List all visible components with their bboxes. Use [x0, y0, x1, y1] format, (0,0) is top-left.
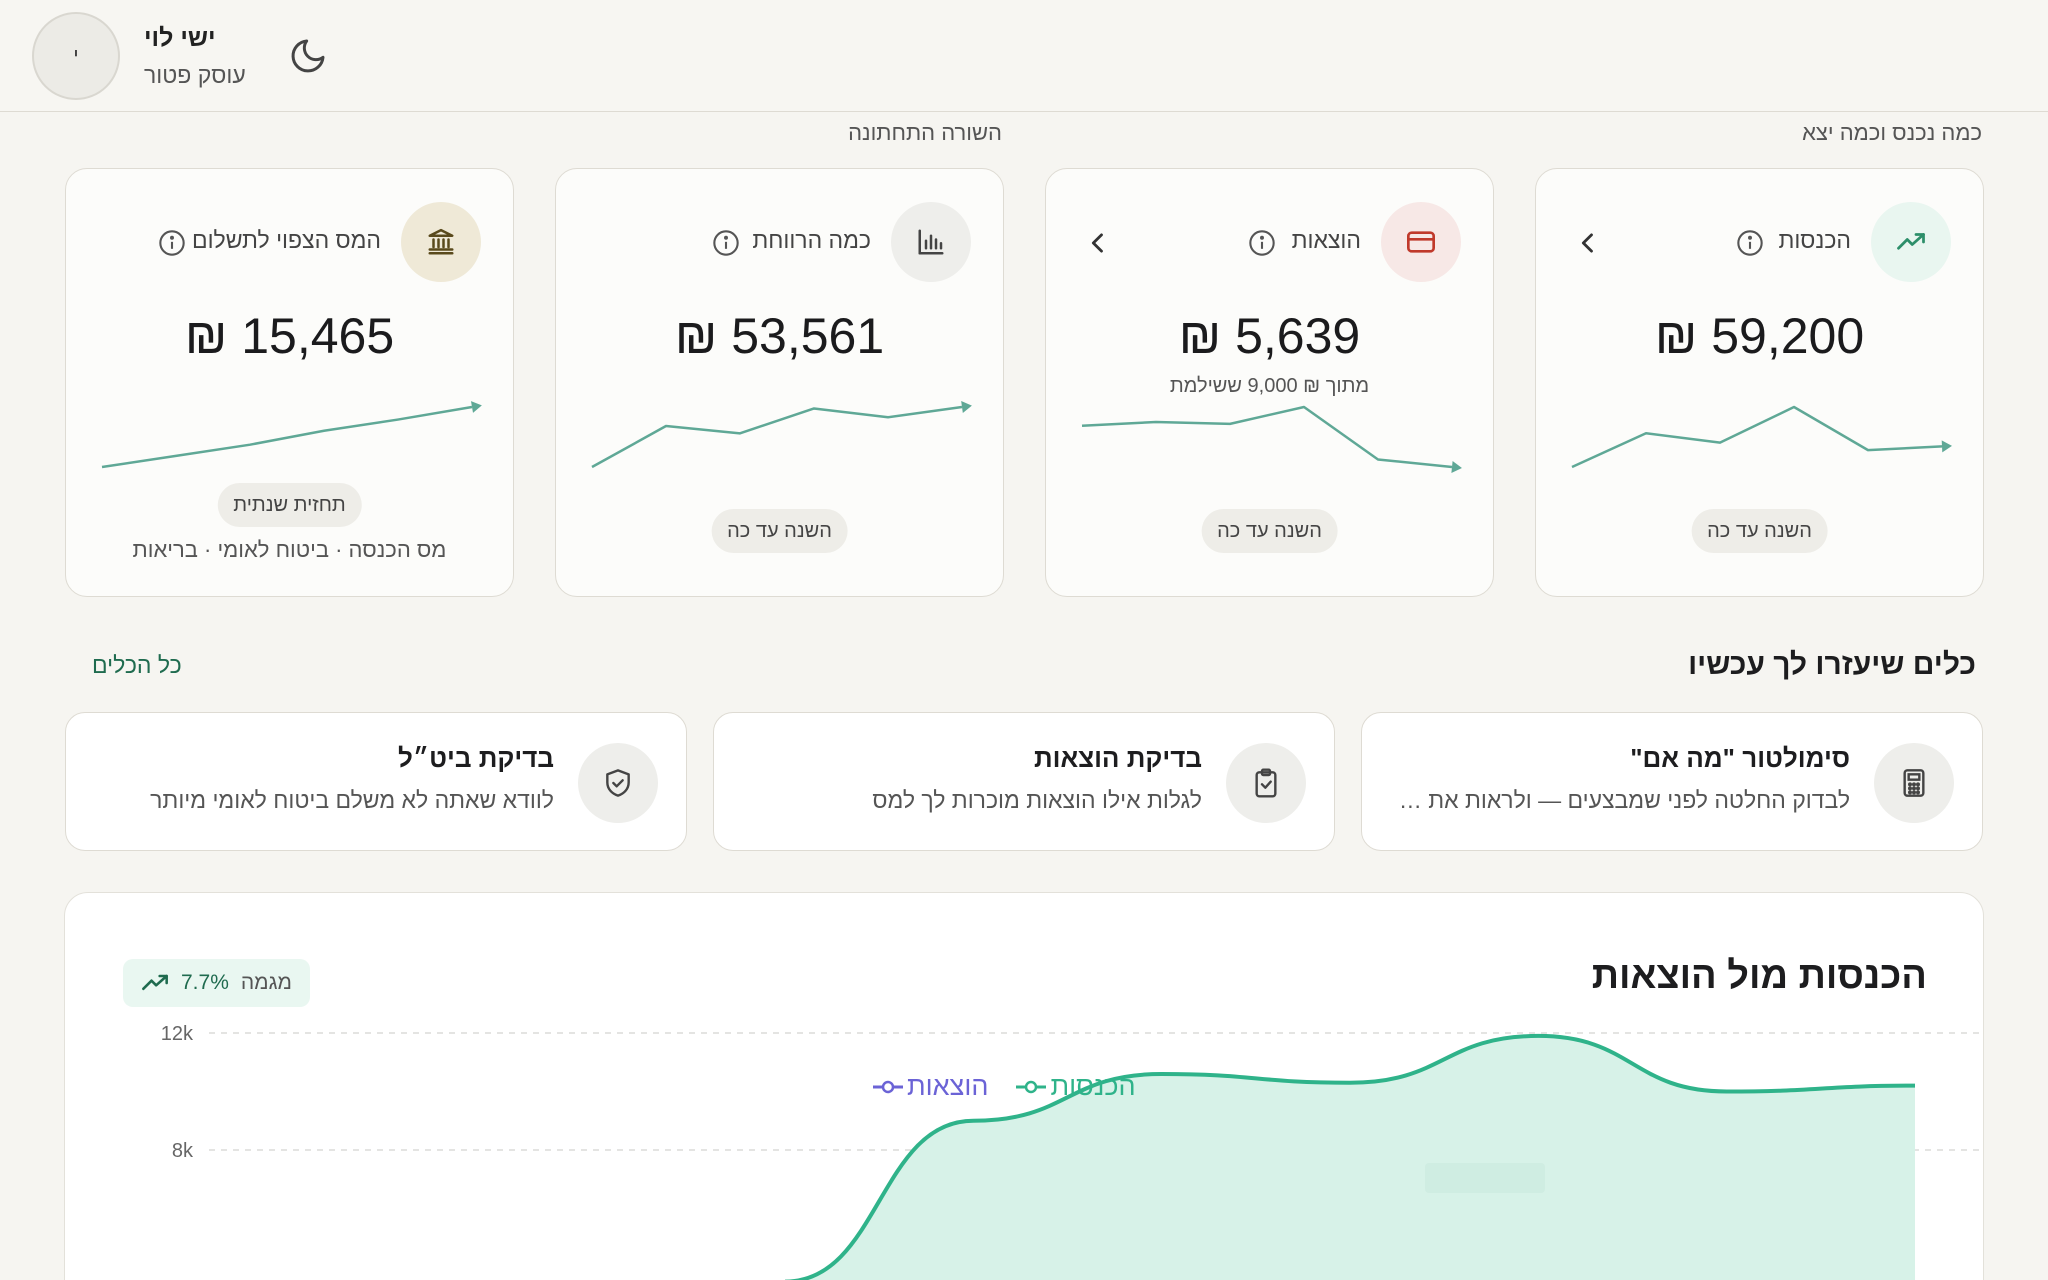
tool-description: לוודא שאתה לא משלם ביטוח לאומי מיותר — [150, 787, 554, 813]
hover-highlight — [1425, 1163, 1545, 1193]
tool-title: בדיקת הוצאות — [1034, 743, 1202, 773]
trending-up-icon — [1871, 202, 1951, 282]
income-area — [800, 1035, 1915, 1280]
trend-value: 7.7% — [181, 971, 229, 994]
tax-amount: 15,465 ₪ — [184, 308, 395, 364]
sparkline-path — [591, 405, 963, 469]
tool-card-expense-check[interactable]: בדיקת הוצאות לגלות אילו הוצאות מוכרות לך… — [713, 712, 1335, 851]
sparkline-path — [1571, 405, 1943, 469]
profit-sparkline — [591, 401, 972, 469]
clipboard-check-icon — [1226, 743, 1306, 823]
profit-title: כמה הרווחת — [752, 227, 871, 253]
profit-period-badge: השנה עד כה — [711, 509, 848, 553]
expenses-period-badge: השנה עד כה — [1201, 509, 1338, 553]
sparkline-path — [101, 405, 473, 469]
bar-chart-icon — [891, 202, 971, 282]
trending-up-icon — [142, 974, 168, 991]
moon-icon[interactable] — [288, 36, 328, 76]
tool-description: לבדוק החלטה לפני שמבצעים — ולראות את ה..… — [1390, 787, 1850, 813]
tool-card-what-if-simulator[interactable]: סימולטור "מה אם" לבדוק החלטה לפני שמבצעי… — [1361, 712, 1983, 851]
avatar-initial: י — [73, 44, 79, 67]
info-icon[interactable] — [158, 229, 186, 257]
y-tick-label: 8k — [172, 1140, 194, 1162]
legend-item-income[interactable]: הכנסות — [1016, 1071, 1136, 1102]
top-bar: י ישי לוי עוסק פטור — [0, 0, 2048, 112]
legend-label-expenses: הוצאות — [907, 1071, 989, 1101]
chart-legend: הוצאות הכנסות — [873, 1071, 1136, 1102]
trend-label: מגמה — [240, 971, 292, 994]
sparkline-arrow — [1941, 440, 1952, 453]
expenses-sparkline — [1081, 405, 1462, 473]
profit-card[interactable]: כמה הרווחת 53,561 ₪ השנה עד כה — [555, 168, 1004, 597]
chevron-left-icon[interactable] — [1574, 229, 1602, 257]
tax-period-badge: תחזית שנתית — [217, 483, 362, 527]
expenses-paid-note: מתוך ₪ 9,000 ששילמת — [1169, 375, 1370, 397]
sparkline-arrow — [470, 401, 482, 413]
info-icon[interactable] — [1248, 229, 1276, 257]
trend-badge: 7.7% מגמה — [123, 959, 310, 1007]
user-role: עוסק פטור — [144, 62, 246, 88]
expenses-amount: 5,639 ₪ — [1178, 308, 1361, 364]
sparkline-arrow — [1451, 461, 1462, 473]
tax-components-note: מס הכנסה · ביטוח לאומי · בריאות — [132, 537, 447, 562]
shield-check-icon — [578, 743, 658, 823]
info-icon[interactable] — [712, 229, 740, 257]
sparkline-arrow — [961, 401, 972, 413]
chevron-left-icon[interactable] — [1084, 229, 1112, 257]
tools-heading: כלים שיעזרו לך עכשיו — [1688, 648, 1976, 681]
section-label-bottom-line: השורה התחתונה — [848, 120, 1002, 145]
sparkline-path — [1081, 405, 1453, 469]
avatar[interactable]: י — [32, 12, 120, 100]
income-amount: 59,200 ₪ — [1654, 308, 1865, 364]
calculator-icon — [1874, 743, 1954, 823]
tax-sparkline — [101, 401, 482, 469]
tool-title: בדיקת ביט״ל — [398, 743, 554, 773]
income-title: הכנסות — [1778, 227, 1851, 253]
all-tools-link[interactable]: כל הכלים — [92, 652, 182, 678]
tool-title: סימולטור "מה אם" — [1630, 743, 1850, 773]
legend-label-income: הכנסות — [1050, 1071, 1136, 1101]
income-period-badge: השנה עד כה — [1691, 509, 1828, 553]
income-line — [784, 1033, 1916, 1280]
legend-marker-expenses — [873, 1080, 903, 1093]
expenses-card[interactable]: הוצאות 5,639 ₪ מתוך ₪ 9,000 ששילמת השנה … — [1045, 168, 1494, 597]
income-sparkline — [1571, 405, 1952, 469]
profit-amount: 53,561 ₪ — [674, 308, 885, 364]
credit-card-icon — [1381, 202, 1461, 282]
section-label-income-expense: כמה נכנס וכמה יצא — [1802, 120, 1982, 145]
legend-marker-income — [1016, 1080, 1047, 1093]
tax-card[interactable]: המס הצפוי לתשלום 15,465 ₪ תחזית שנתית מס… — [65, 168, 514, 597]
income-vs-expenses-chart: 12k 8k — [161, 1023, 1983, 1280]
tool-description: לגלות אילו הוצאות מוכרות לך למס — [872, 787, 1202, 813]
tool-card-social-security-check[interactable]: בדיקת ביט״ל לוודא שאתה לא משלם ביטוח לאו… — [65, 712, 687, 851]
info-icon[interactable] — [1736, 229, 1764, 257]
user-name: ישי לוי — [144, 24, 216, 52]
income-card[interactable]: הכנסות 59,200 ₪ השנה עד כה — [1535, 168, 1984, 597]
expenses-title: הוצאות — [1291, 227, 1361, 253]
legend-item-expenses[interactable]: הוצאות — [873, 1071, 988, 1102]
chart-title: הכנסות מול הוצאות — [1591, 955, 1927, 997]
tax-title: המס הצפוי לתשלום — [191, 227, 381, 253]
income-vs-expenses-card: 12k 8k הכנסות מול הוצאות 7.7% מגמה הוצאות… — [64, 892, 1984, 1280]
bank-icon — [401, 202, 481, 282]
y-tick-label: 12k — [161, 1023, 194, 1045]
